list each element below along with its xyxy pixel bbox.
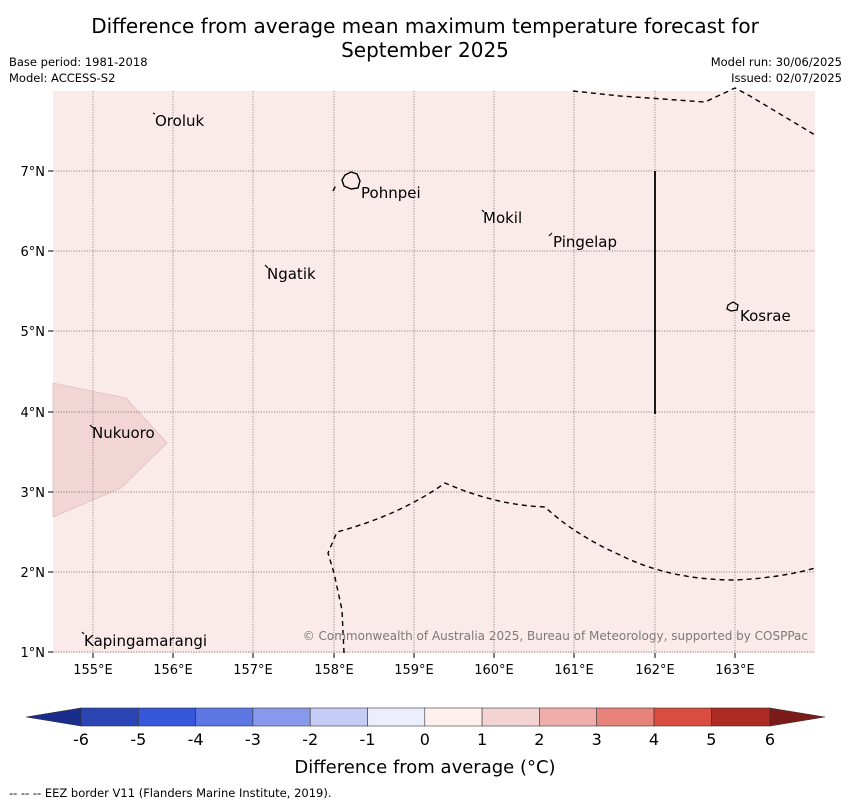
colorbar-segment [710, 707, 771, 727]
lon-label: 162°E [635, 663, 675, 678]
longitude-labels: 155°E 156°E 157°E 158°E 159°E 160°E 161°… [73, 663, 755, 678]
gridlines [53, 91, 815, 653]
title-line-2: September 2025 [341, 38, 509, 62]
map-background [53, 91, 815, 653]
place-mokil: Mokil [483, 209, 522, 227]
colorbar-segment [653, 707, 712, 727]
lat-label: 6°N [21, 245, 46, 260]
colorbar-tick: 3 [592, 730, 602, 749]
colorbar-segment [80, 707, 139, 727]
colorbar-segment [367, 707, 426, 727]
colorbar-tick: -3 [245, 730, 261, 749]
lon-label: 157°E [233, 663, 273, 678]
eez-footnote: -- -- -- EEZ border V11 (Flanders Marine… [9, 786, 332, 800]
oroluk-marker [152, 112, 156, 115]
colorbar-label: Difference from average (°C) [294, 757, 556, 778]
lon-label: 156°E [153, 663, 193, 678]
lat-label: 3°N [21, 486, 46, 501]
place-oroluk: Oroluk [155, 112, 204, 130]
colorbar-max-arrow [769, 707, 826, 727]
issued-date: Issued: 02/07/2025 [731, 71, 842, 85]
lat-label: 4°N [21, 406, 46, 421]
model-run: Model run: 30/06/2025 [710, 55, 842, 69]
kapingamarangi-marker [81, 631, 85, 635]
colorbar-segment [252, 707, 311, 727]
ngatik-marker [264, 264, 269, 269]
colorbar-segment [539, 707, 598, 727]
colorbar-tick: 0 [420, 730, 430, 749]
colorbar-segment [424, 707, 483, 727]
meta-left: Base period: 1981-2018 Model: ACCESS-S2 [9, 54, 148, 86]
map-title: Difference from average mean maximum tem… [0, 14, 850, 62]
colorbar-tick: -2 [302, 730, 318, 749]
lon-label: 155°E [73, 663, 113, 678]
latitude-labels: 7°N 6°N 5°N 4°N 3°N 2°N 1°N [21, 165, 46, 661]
eez-borders [327, 87, 816, 654]
place-names: Oroluk Pohnpei Mokil Pingelap Ngatik Kos… [84, 112, 791, 650]
place-kosrae: Kosrae [740, 307, 791, 325]
eez-border-south [327, 482, 816, 654]
nukuoro-marker [89, 424, 94, 429]
lon-label: 163°E [715, 663, 755, 678]
lat-label: 2°N [21, 566, 46, 581]
colorbar-tick: 5 [706, 730, 716, 749]
colorbar-segment [481, 707, 540, 727]
place-nukuoro: Nukuoro [92, 424, 155, 442]
colorbar-tick: -5 [130, 730, 146, 749]
lon-label: 160°E [474, 663, 514, 678]
colorbar-tick: -1 [360, 730, 376, 749]
axis-ticks [48, 170, 736, 658]
place-kapingamarangi: Kapingamarangi [84, 632, 207, 650]
title-line-1: Difference from average mean maximum tem… [91, 14, 759, 38]
pohnpei-island-outline [341, 171, 361, 190]
lon-label: 161°E [554, 663, 594, 678]
lat-label: 5°N [21, 325, 46, 340]
colorbar-tick: 6 [765, 730, 775, 749]
lon-label: 158°E [314, 663, 354, 678]
lon-label: 159°E [394, 663, 434, 678]
place-pingelap: Pingelap [553, 233, 617, 251]
pingelap-marker [548, 232, 553, 237]
colorbar [25, 707, 826, 727]
place-pohnpei: Pohnpei [361, 184, 421, 202]
colorbar-tick: -4 [188, 730, 204, 749]
colorbar-tick: 2 [534, 730, 544, 749]
colorbar-segment [309, 707, 368, 727]
kosrae-island-outline [726, 301, 739, 312]
copyright-notice: © Commonwealth of Australia 2025, Bureau… [303, 629, 808, 643]
atoll-markers [81, 112, 553, 635]
place-ngatik: Ngatik [267, 265, 316, 283]
colorbar-segment [596, 707, 655, 727]
mokil-marker [481, 209, 485, 213]
model-name: Model: ACCESS-S2 [9, 71, 116, 85]
lat-label: 7°N [21, 165, 46, 180]
colorbar-tick: -6 [73, 730, 89, 749]
colorbar-tick-labels: -6 -5 -4 -3 -2 -1 0 1 2 3 4 5 6 [73, 730, 775, 749]
eez-border-fragment [332, 184, 337, 192]
colorbar-tick: 1 [477, 730, 487, 749]
base-period: Base period: 1981-2018 [9, 55, 148, 69]
colorbar-segment [195, 707, 254, 727]
colorbar-tick: 4 [649, 730, 659, 749]
colorbar-min-arrow [25, 707, 82, 727]
colorbar-segment [138, 707, 196, 727]
meta-right: Model run: 30/06/2025 Issued: 02/07/2025 [711, 54, 842, 86]
lat-label: 1°N [21, 646, 46, 661]
anomaly-patch [52, 382, 168, 518]
eez-border-north [572, 87, 816, 136]
